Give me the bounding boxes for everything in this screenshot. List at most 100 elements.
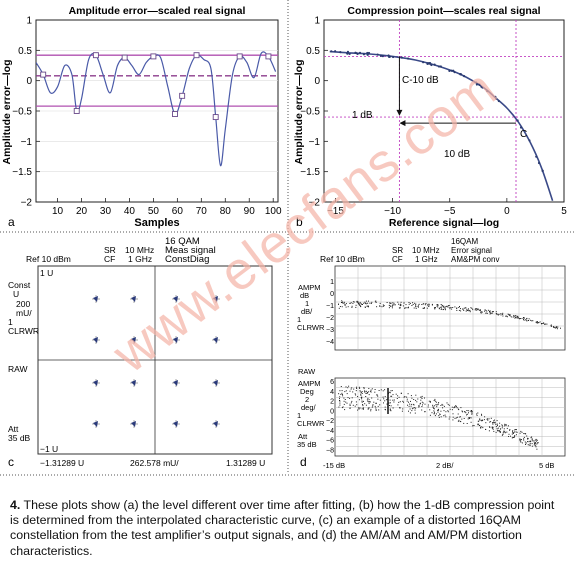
scatter-point xyxy=(341,306,343,308)
scatter-point xyxy=(534,443,536,445)
c-ref-label: Ref 10 dBm xyxy=(26,254,71,264)
scatter-point xyxy=(531,320,533,322)
scatter-point xyxy=(398,303,399,305)
scatter-point xyxy=(369,302,371,304)
scatter-point xyxy=(372,405,374,407)
scatter-point xyxy=(339,306,341,307)
scatter-point xyxy=(531,445,533,447)
scatter-point xyxy=(389,408,391,410)
scatter-point xyxy=(421,398,423,399)
scatter-point xyxy=(479,418,481,420)
scatter-point xyxy=(398,396,400,398)
scatter-point xyxy=(339,390,341,392)
scatter-point xyxy=(447,410,449,412)
scatter-point xyxy=(416,401,418,403)
scatter-point xyxy=(489,310,491,312)
scatter-point xyxy=(526,318,528,320)
annotation-1db: 1 dB xyxy=(352,110,373,121)
scatter-point xyxy=(519,126,523,129)
scatter-point xyxy=(489,313,491,315)
scatter-point xyxy=(411,397,413,399)
scatter-point xyxy=(374,389,376,390)
scatter-point xyxy=(495,423,497,425)
scatter-point xyxy=(506,427,508,429)
scatter-point xyxy=(439,307,441,309)
c-const: Const xyxy=(8,280,31,290)
scatter-point xyxy=(519,432,521,434)
scatter-point xyxy=(352,302,354,304)
scatter-point xyxy=(367,408,369,410)
scatter-point xyxy=(470,307,472,309)
scatter-point xyxy=(338,307,340,309)
scatter-point xyxy=(504,425,506,427)
scatter-point xyxy=(449,307,451,309)
scatter-point xyxy=(391,304,393,306)
x-tick-label: 50 xyxy=(148,206,160,217)
scatter-point xyxy=(422,404,423,406)
c-title2: Meas signal xyxy=(165,245,216,256)
scatter-point xyxy=(523,319,525,321)
y-tick-label: −8 xyxy=(326,447,334,454)
scatter-point xyxy=(471,411,473,413)
scatter-point xyxy=(525,442,527,444)
scatter-point xyxy=(414,412,416,414)
scatter-point xyxy=(500,314,502,316)
scatter-point xyxy=(443,410,445,412)
scatter-point xyxy=(480,312,482,314)
scatter-point xyxy=(368,300,369,302)
scatter-point xyxy=(437,404,439,406)
y-tick-label: 0 xyxy=(314,76,320,87)
scatter-point xyxy=(400,56,403,59)
scatter-point xyxy=(388,391,390,393)
scatter-point xyxy=(344,304,346,306)
scatter-point xyxy=(365,396,367,397)
scatter-point xyxy=(417,306,419,308)
scatter-point xyxy=(371,388,373,390)
scatter-point xyxy=(550,324,552,326)
scatter-point xyxy=(434,307,436,308)
scatter-point xyxy=(466,423,468,424)
scatter-point xyxy=(557,326,559,328)
scatter-point xyxy=(525,319,527,321)
constellation-point xyxy=(131,337,136,343)
scatter-point xyxy=(447,403,449,405)
scatter-point xyxy=(390,390,392,392)
scatter-point xyxy=(519,438,521,440)
scatter-point xyxy=(461,418,463,420)
scatter-point xyxy=(413,307,415,309)
scatter-point xyxy=(381,306,383,308)
scatter-point xyxy=(409,302,411,304)
scatter-point xyxy=(453,71,456,74)
scatter-point xyxy=(508,433,510,435)
scatter-point xyxy=(537,442,538,444)
scatter-point xyxy=(480,426,481,428)
scatter-point xyxy=(397,395,399,397)
scatter-point xyxy=(454,306,456,308)
panel-b-scatter xyxy=(330,50,544,172)
scatter-point xyxy=(351,305,353,307)
scatter-point xyxy=(458,419,460,421)
scatter-point xyxy=(506,315,508,317)
scatter-point xyxy=(382,396,384,398)
scatter-point xyxy=(517,317,519,319)
scatter-point xyxy=(509,314,511,316)
scatter-point xyxy=(498,313,500,315)
scatter-point xyxy=(364,306,366,308)
scatter-point xyxy=(368,388,370,389)
panel-b-letter: b xyxy=(296,215,303,229)
scatter-point xyxy=(442,404,444,406)
scatter-point xyxy=(481,419,483,421)
scatter-point xyxy=(438,408,439,410)
scatter-point xyxy=(390,305,392,307)
scatter-point xyxy=(423,308,425,309)
scatter-point xyxy=(388,304,390,306)
data-marker xyxy=(193,52,200,59)
scatter-point xyxy=(465,310,467,312)
scatter-point xyxy=(527,441,528,443)
scatter-point xyxy=(486,418,488,420)
scatter-point xyxy=(506,431,508,433)
scatter-point xyxy=(479,309,481,311)
x-tick-label: 20 xyxy=(76,206,88,217)
scatter-point xyxy=(341,300,343,302)
scatter-point xyxy=(494,95,497,98)
